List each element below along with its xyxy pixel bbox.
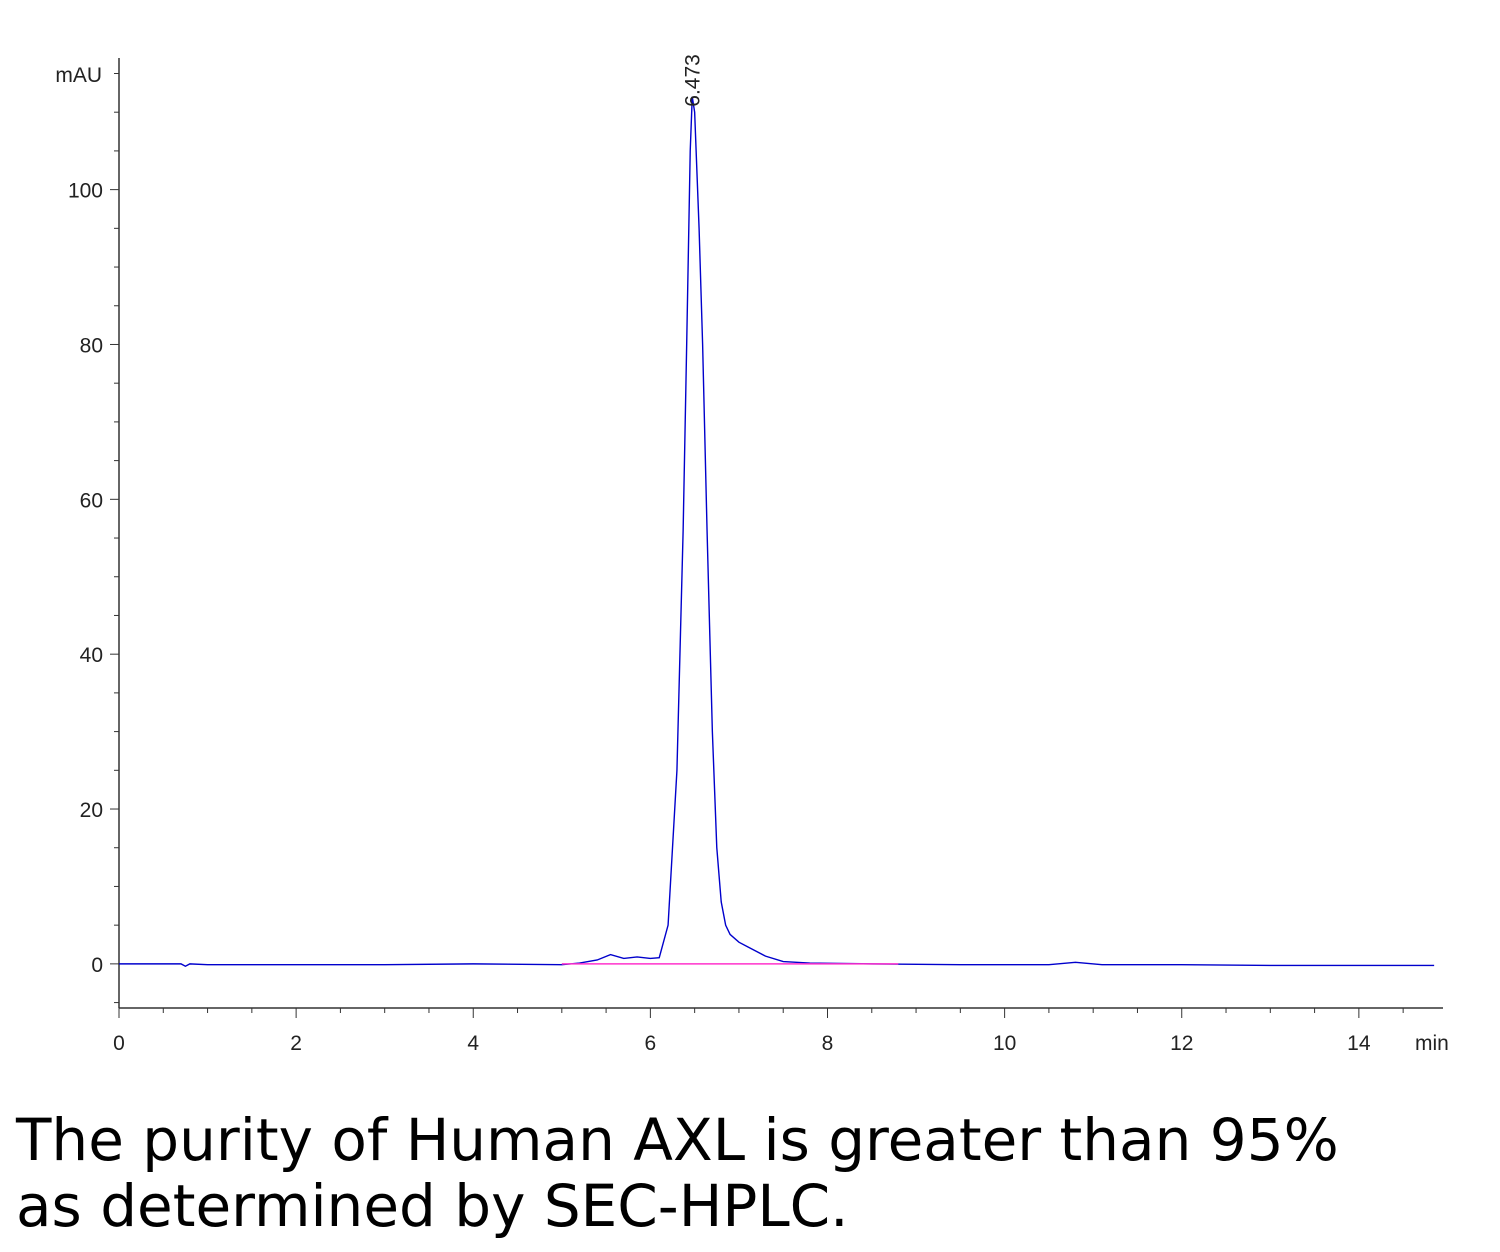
peak-label: 6.473 (681, 54, 704, 107)
y-tick-label: 20 (80, 799, 103, 822)
x-tick-label: 0 (113, 1032, 125, 1055)
y-tick-label: 60 (80, 489, 103, 512)
caption-line: The purity of Human AXL is greater than … (15, 1106, 1339, 1174)
x-tick-label: 14 (1347, 1032, 1371, 1055)
y-axis-label: mAU (55, 64, 102, 87)
y-tick-label: 100 (68, 180, 103, 203)
x-tick-label: 8 (822, 1032, 834, 1055)
y-tick-label: 0 (91, 954, 103, 977)
x-tick-label: 6 (645, 1032, 657, 1055)
x-tick-label: 2 (290, 1032, 302, 1055)
caption-line: as determined by SEC-HPLC. (16, 1172, 849, 1240)
x-tick-label: 4 (467, 1032, 479, 1055)
x-tick-label: 12 (1170, 1032, 1193, 1055)
trace (119, 96, 1435, 967)
y-tick-label: 80 (80, 334, 103, 357)
y-tick-label: 40 (80, 644, 103, 667)
x-tick-label: 10 (993, 1032, 1016, 1055)
x-axis-label: min (1415, 1032, 1449, 1055)
